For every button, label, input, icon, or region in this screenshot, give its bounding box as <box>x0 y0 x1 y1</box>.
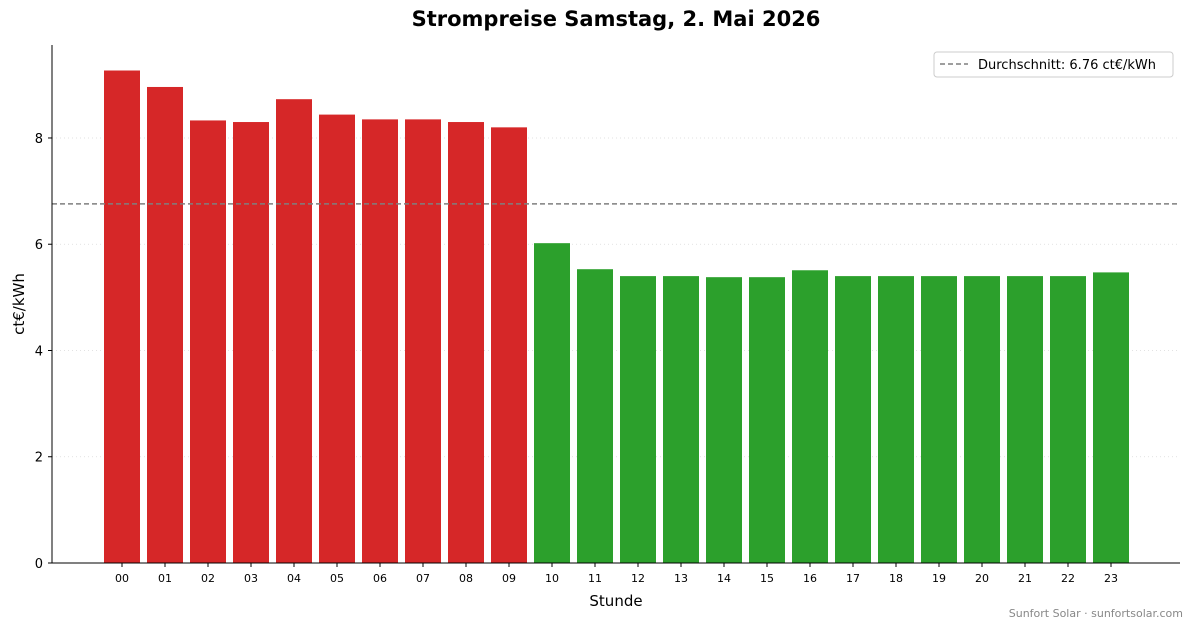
bar-04 <box>276 99 312 564</box>
x-tick-label: 03 <box>244 572 258 585</box>
bar-20 <box>964 276 1000 563</box>
x-tick-label: 04 <box>287 572 301 585</box>
x-tick-label: 09 <box>502 572 516 585</box>
x-tick-label: 12 <box>631 572 645 585</box>
x-tick-label: 10 <box>545 572 559 585</box>
bar-09 <box>491 127 527 563</box>
bar-02 <box>190 120 226 564</box>
y-tick-label: 8 <box>35 132 43 147</box>
bar-14 <box>706 277 742 563</box>
bar-16 <box>792 270 828 563</box>
x-tick-label: 11 <box>588 572 602 585</box>
x-tick-label: 20 <box>975 572 989 585</box>
x-axis-label: Stunde <box>589 592 642 610</box>
x-tick-label: 13 <box>674 572 688 585</box>
x-tick-label: 15 <box>760 572 774 585</box>
bar-06 <box>362 119 398 563</box>
legend: Durchschnitt: 6.76 ct€/kWh <box>933 51 1174 78</box>
x-tick-label: 02 <box>201 572 215 585</box>
bar-05 <box>319 114 355 563</box>
bar-03 <box>233 122 269 564</box>
bar-22 <box>1050 276 1086 563</box>
bar-18 <box>878 276 914 563</box>
bar-15 <box>749 277 785 563</box>
x-tick-labels: 00 01 02 03 04 05 06 07 08 09 10 11 12 13 14 15 16 17 18 19… <box>115 563 1118 585</box>
x-tick-label: 16 <box>803 572 817 585</box>
x-tick-label: 18 <box>889 572 903 585</box>
y-tick-label: 2 <box>35 451 43 466</box>
bar-21 <box>1007 276 1043 563</box>
bar-23 <box>1093 272 1129 563</box>
y-tick-label: 0 <box>35 557 43 572</box>
bar-07 <box>405 119 441 563</box>
x-tick-label: 00 <box>115 572 129 585</box>
x-tick-label: 14 <box>717 572 731 585</box>
y-tick-label: 4 <box>35 344 43 359</box>
x-tick-label: 21 <box>1018 572 1032 585</box>
bar-19 <box>921 276 957 563</box>
bars <box>104 70 1129 564</box>
x-tick-label: 19 <box>932 572 946 585</box>
bar-08 <box>448 122 484 564</box>
bar-00 <box>104 70 140 564</box>
x-tick-label: 06 <box>373 572 387 585</box>
x-tick-label: 07 <box>416 572 430 585</box>
x-tick-label: 01 <box>158 572 172 585</box>
y-tick-labels: 0 2 4 6 8 <box>35 132 52 572</box>
bar-01 <box>147 86 183 563</box>
y-tick-label: 6 <box>35 238 43 253</box>
legend-box <box>933 51 1174 78</box>
chart-title: Strompreise Samstag, 2. Mai 2026 <box>412 7 821 31</box>
x-tick-label: 17 <box>846 572 860 585</box>
bar-12 <box>620 276 656 563</box>
bar-13 <box>663 276 699 563</box>
bar-11 <box>577 269 613 563</box>
x-tick-label: 23 <box>1104 572 1118 585</box>
y-axis-label: ct€/kWh <box>10 273 28 335</box>
bar-10 <box>534 243 570 563</box>
bar-17 <box>835 276 871 563</box>
watermark: Sunfort Solar · sunfortsolar.com <box>1009 607 1183 620</box>
x-tick-label: 22 <box>1061 572 1075 585</box>
x-tick-label: 08 <box>459 572 473 585</box>
x-tick-label: 05 <box>330 572 344 585</box>
legend-label: Durchschnitt: 6.76 ct€/kWh <box>978 58 1156 73</box>
axes <box>51 45 1180 564</box>
